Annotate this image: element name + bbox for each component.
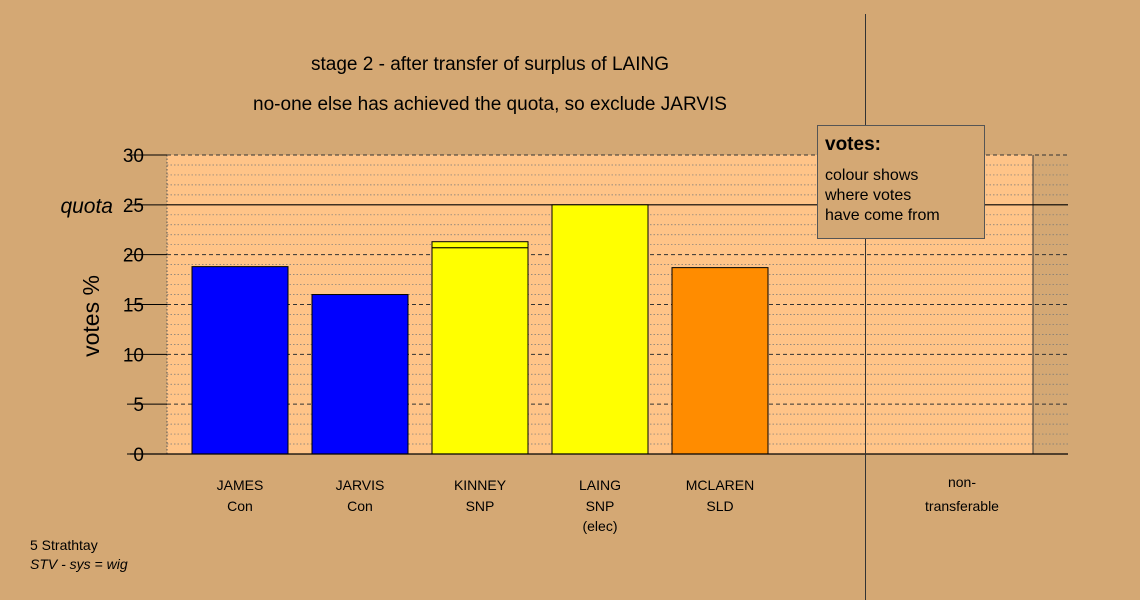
legend-title: votes: — [825, 134, 881, 155]
footer-system: STV - sys = wig — [30, 556, 128, 572]
bar-segment — [671, 267, 769, 455]
y-tick-label: 20 — [123, 246, 144, 267]
y-tick-label: 10 — [123, 345, 144, 366]
x-tick-candidate: JAMES — [217, 477, 264, 493]
y-tick-label: 25 — [123, 196, 144, 217]
x-tick-nontransferable: transferable — [925, 498, 999, 514]
bar-segment — [431, 241, 529, 249]
x-tick-party: SNP — [586, 498, 615, 514]
y-axis-label: votes % — [78, 275, 104, 357]
legend-line: colour shows — [825, 167, 919, 184]
footer-ward: 5 Strathtay — [30, 537, 98, 553]
y-tick-label: 30 — [123, 146, 144, 167]
chart-title: stage 2 - after transfer of surplus of L… — [311, 54, 669, 75]
y-tick-label: 15 — [123, 296, 144, 317]
y-tick-label: 5 — [133, 395, 144, 416]
x-tick-candidate: MCLAREN — [686, 477, 754, 493]
quota-label: quota — [60, 195, 113, 218]
bar-segment — [311, 294, 409, 455]
x-tick-note: (elec) — [582, 518, 617, 534]
y-tick-label: 0 — [133, 445, 144, 466]
legend-line: have come from — [825, 207, 940, 224]
x-tick-candidate: LAING — [579, 477, 621, 493]
chart-subtitle: no-one else has achieved the quota, so e… — [253, 94, 727, 115]
x-tick-candidate: KINNEY — [454, 477, 507, 493]
section-divider — [865, 14, 866, 600]
x-tick-party: SLD — [706, 498, 733, 514]
x-tick-candidate: JARVIS — [336, 477, 385, 493]
bar-segment — [431, 247, 529, 455]
bar-segment — [551, 204, 649, 455]
x-tick-nontransferable: non- — [948, 474, 976, 490]
legend-box: votes: colour shows where votes have com… — [817, 125, 985, 239]
x-tick-party: Con — [227, 498, 253, 514]
bar-segment — [191, 266, 289, 455]
x-tick-party: Con — [347, 498, 373, 514]
legend-line: where votes — [825, 187, 912, 204]
x-tick-party: SNP — [466, 498, 495, 514]
